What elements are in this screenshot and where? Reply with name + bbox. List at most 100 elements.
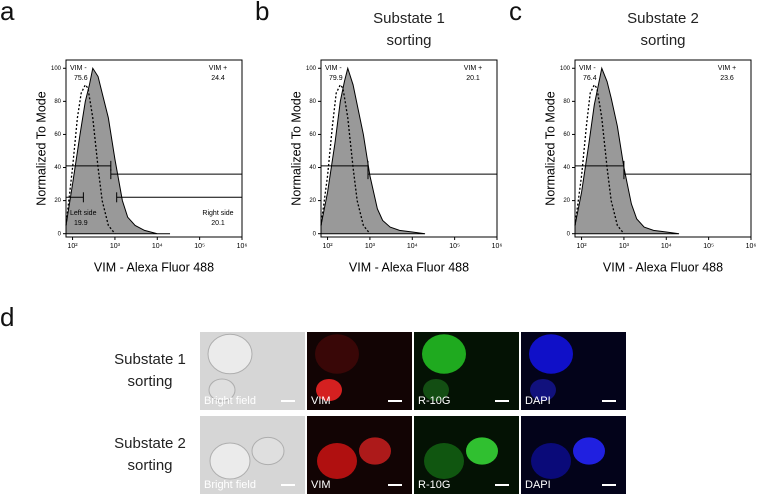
panel-label: c	[509, 0, 522, 26]
y-tick-label: 20	[309, 198, 316, 204]
image-content	[209, 436, 285, 480]
y-tick-label: 60	[563, 132, 570, 138]
microscopy-image: DAPI	[521, 332, 626, 410]
scale-bar	[388, 484, 402, 486]
gate-value: 24.4	[211, 75, 225, 82]
gate-name: Right side	[202, 210, 233, 217]
channel-label: Bright field	[204, 479, 256, 491]
x-tick-label: 10³	[365, 243, 376, 250]
x-tick-label: 10²	[67, 243, 78, 250]
cell-colony	[208, 378, 236, 402]
cell-colony	[422, 334, 466, 374]
x-tick-label: 10⁵	[194, 243, 205, 250]
plot-frame	[574, 59, 752, 238]
row-label: Substate 2 sorting	[114, 435, 186, 474]
gate-name: VIM -	[325, 65, 342, 72]
panel-label: b	[255, 0, 270, 26]
scale-bar	[281, 400, 295, 402]
image-content	[422, 334, 466, 402]
gate-name: VIM +	[209, 65, 227, 72]
channel-label: DAPI	[525, 479, 551, 491]
x-axis-label: VIM - Alexa Fluor 488	[94, 260, 214, 274]
y-tick-label: 60	[309, 132, 316, 138]
y-tick-label: 20	[563, 198, 570, 204]
gate-value: 76.4	[583, 75, 597, 82]
y-tick-label: 40	[563, 165, 570, 171]
gate-name: VIM -	[70, 65, 87, 72]
control-line	[574, 83, 625, 235]
histograms: 0 20 40 60 80 100 10² 10³ 10⁴ 10⁵ 10⁶ VIM - Alexa F…	[34, 59, 756, 274]
image-content	[317, 437, 391, 479]
y-tick-label: 100	[306, 66, 317, 72]
control-line	[320, 83, 371, 235]
channel-label: Bright field	[204, 395, 256, 407]
image-content	[315, 334, 359, 402]
x-axis-label: VIM - Alexa Fluor 488	[603, 260, 723, 274]
cell-colony	[531, 443, 571, 479]
image-content	[207, 333, 253, 402]
y-tick-label: 0	[567, 231, 571, 237]
gate-value: 19.9	[74, 220, 88, 227]
scale-bar	[602, 400, 616, 402]
y-tick-label: 100	[560, 66, 571, 72]
microscopy-image: VIM	[307, 332, 412, 410]
x-tick-label: 10²	[322, 243, 333, 250]
gate-value: 20.1	[211, 220, 225, 227]
x-axis-label: VIM - Alexa Fluor 488	[349, 260, 469, 274]
y-tick-label: 80	[563, 99, 570, 105]
cell-colony	[209, 442, 251, 480]
cell-colony	[317, 443, 357, 479]
microscopy-image: Bright field	[200, 332, 305, 410]
gate-name: VIM +	[464, 65, 482, 72]
gate-value: 20.1	[466, 75, 480, 82]
x-tick-label: 10⁵	[449, 243, 460, 250]
channel-label: R-10G	[418, 395, 451, 407]
image-content	[424, 437, 498, 479]
scale-bar	[495, 400, 509, 402]
cell-colony	[573, 437, 605, 465]
y-tick-label: 0	[58, 231, 62, 237]
x-tick-label: 10³	[110, 243, 121, 250]
plot-frame	[65, 59, 243, 238]
gate-name: Left side	[70, 210, 97, 217]
gate-value: 75.6	[74, 75, 88, 82]
x-tick-label: 10⁴	[661, 243, 672, 250]
panel-label: d	[0, 302, 15, 332]
y-tick-label: 60	[54, 132, 61, 138]
scale-bar	[388, 400, 402, 402]
y-tick-label: 40	[54, 165, 61, 171]
plot-frame	[320, 59, 498, 238]
y-tick-label: 100	[51, 66, 62, 72]
scale-bar	[602, 484, 616, 486]
image-content	[531, 437, 605, 479]
cell-colony	[359, 437, 391, 465]
x-tick-label: 10⁵	[703, 243, 714, 250]
cell-colony	[315, 334, 359, 374]
cell-colony	[530, 378, 556, 402]
x-tick-label: 10⁴	[152, 243, 163, 250]
panel-label: a	[0, 0, 15, 26]
channel-label: VIM	[311, 479, 331, 491]
cell-colony	[316, 378, 342, 402]
channel-label: R-10G	[418, 479, 451, 491]
y-axis-label: Normalized To Mode	[289, 91, 303, 205]
x-tick-label: 10⁶	[237, 243, 248, 250]
y-tick-label: 80	[309, 99, 316, 105]
microscopy-image: R-10G	[414, 416, 519, 494]
x-tick-label: 10³	[619, 243, 630, 250]
scale-bar	[495, 484, 509, 486]
y-axis-label: Normalized To Mode	[34, 91, 48, 205]
panel-title: Substate 1 sorting	[373, 10, 445, 49]
cell-colony	[423, 378, 449, 402]
control-line	[65, 83, 116, 235]
microscopy-image: VIM	[307, 416, 412, 494]
x-tick-label: 10⁴	[407, 243, 418, 250]
microscopy-image: DAPI	[521, 416, 626, 494]
image-content	[529, 334, 573, 402]
microscopy-image: Bright field	[200, 416, 305, 494]
microscopy-image: R-10G	[414, 332, 519, 410]
y-tick-label: 40	[309, 165, 316, 171]
cell-colony	[424, 443, 464, 479]
cell-colony	[251, 436, 285, 466]
